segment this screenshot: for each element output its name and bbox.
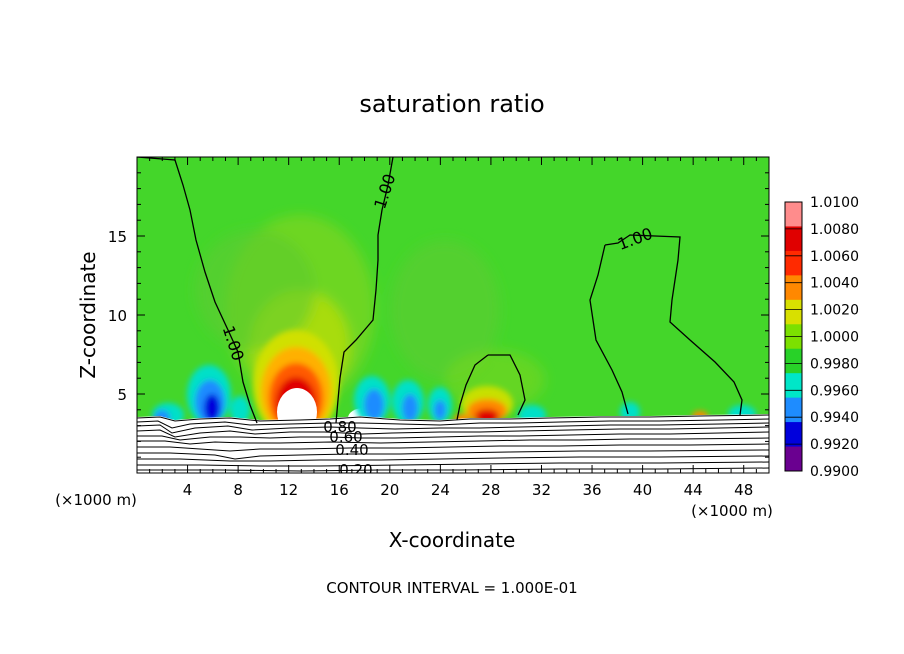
contour-interval-note: CONTOUR INTERVAL = 1.000E-01 — [326, 579, 577, 597]
x-tick-label: 8 — [233, 481, 243, 499]
colorbar-segment — [785, 202, 802, 227]
colorbar-label: 0.9980 — [810, 356, 859, 372]
x-tick-label: 28 — [481, 481, 500, 499]
x-tick-label: 44 — [684, 481, 703, 499]
contour-label: 0.20 — [339, 461, 372, 479]
terrain-contours — [137, 414, 769, 472]
x-tick-label: 12 — [279, 481, 298, 499]
x-tick-label: 32 — [532, 481, 551, 499]
contour-label: 0.40 — [335, 441, 368, 459]
colorbar-segment — [785, 446, 802, 472]
colorbar-label: 0.9940 — [810, 410, 859, 426]
colorbar-segment — [785, 373, 802, 399]
contour-label: 0.80 — [323, 418, 356, 436]
x-tick-label: 16 — [330, 481, 349, 499]
saturation-contours — [137, 157, 743, 424]
colorbar-segment — [785, 299, 802, 325]
colorbar-segment — [785, 422, 802, 448]
colorbar: 1.0100 1.0080 1.0060 1.0040 1.0020 1.0000 0.99… — [784, 195, 859, 480]
colorbar-label: 0.9900 — [810, 464, 859, 480]
colorbar-segment — [785, 397, 802, 423]
x-unit-label-left: (×1000 m) — [55, 491, 137, 509]
y-tick-label: 15 — [108, 228, 127, 246]
colorbar-segment — [785, 348, 802, 374]
plot-area: 1.00 1.00 1.00 0.80 0.60 0.40 0.20 — [137, 157, 769, 479]
x-tick-label: 40 — [633, 481, 652, 499]
colorbar-label: 1.0000 — [810, 330, 859, 346]
contour-label: 0.60 — [329, 428, 362, 446]
x-tick-label: 20 — [380, 481, 399, 499]
x-tick-label: 24 — [431, 481, 450, 499]
colorbar-label: 1.0040 — [810, 276, 859, 292]
x-unit-label-right: (×1000 m) — [691, 502, 773, 520]
colorbar-segment — [785, 275, 802, 301]
colorbar-label: 1.0020 — [810, 303, 859, 319]
x-tick-label: 48 — [734, 481, 753, 499]
y-axis-ticks: 5 10 15 — [108, 172, 769, 458]
colorbar-segment — [785, 250, 802, 276]
x-tick-label: 4 — [183, 481, 193, 499]
colorbar-label: 1.0060 — [810, 249, 859, 265]
y-tick-label: 5 — [117, 386, 127, 404]
colorbar-label: 1.0100 — [810, 195, 859, 211]
colorbar-segment — [785, 226, 802, 252]
chart-title: saturation ratio — [359, 90, 544, 118]
colorbar-label: 0.9960 — [810, 383, 859, 399]
y-tick-label: 10 — [108, 307, 127, 325]
x-axis-ticks: 4 8 12 16 20 24 28 32 36 40 44 48 — [149, 157, 757, 499]
x-tick-label: 36 — [582, 481, 601, 499]
colorbar-label: 1.0080 — [810, 222, 859, 238]
colorbar-label: 0.9920 — [810, 437, 859, 453]
y-axis-title: Z-coordinate — [76, 251, 100, 378]
x-axis-title: X-coordinate — [389, 528, 516, 552]
